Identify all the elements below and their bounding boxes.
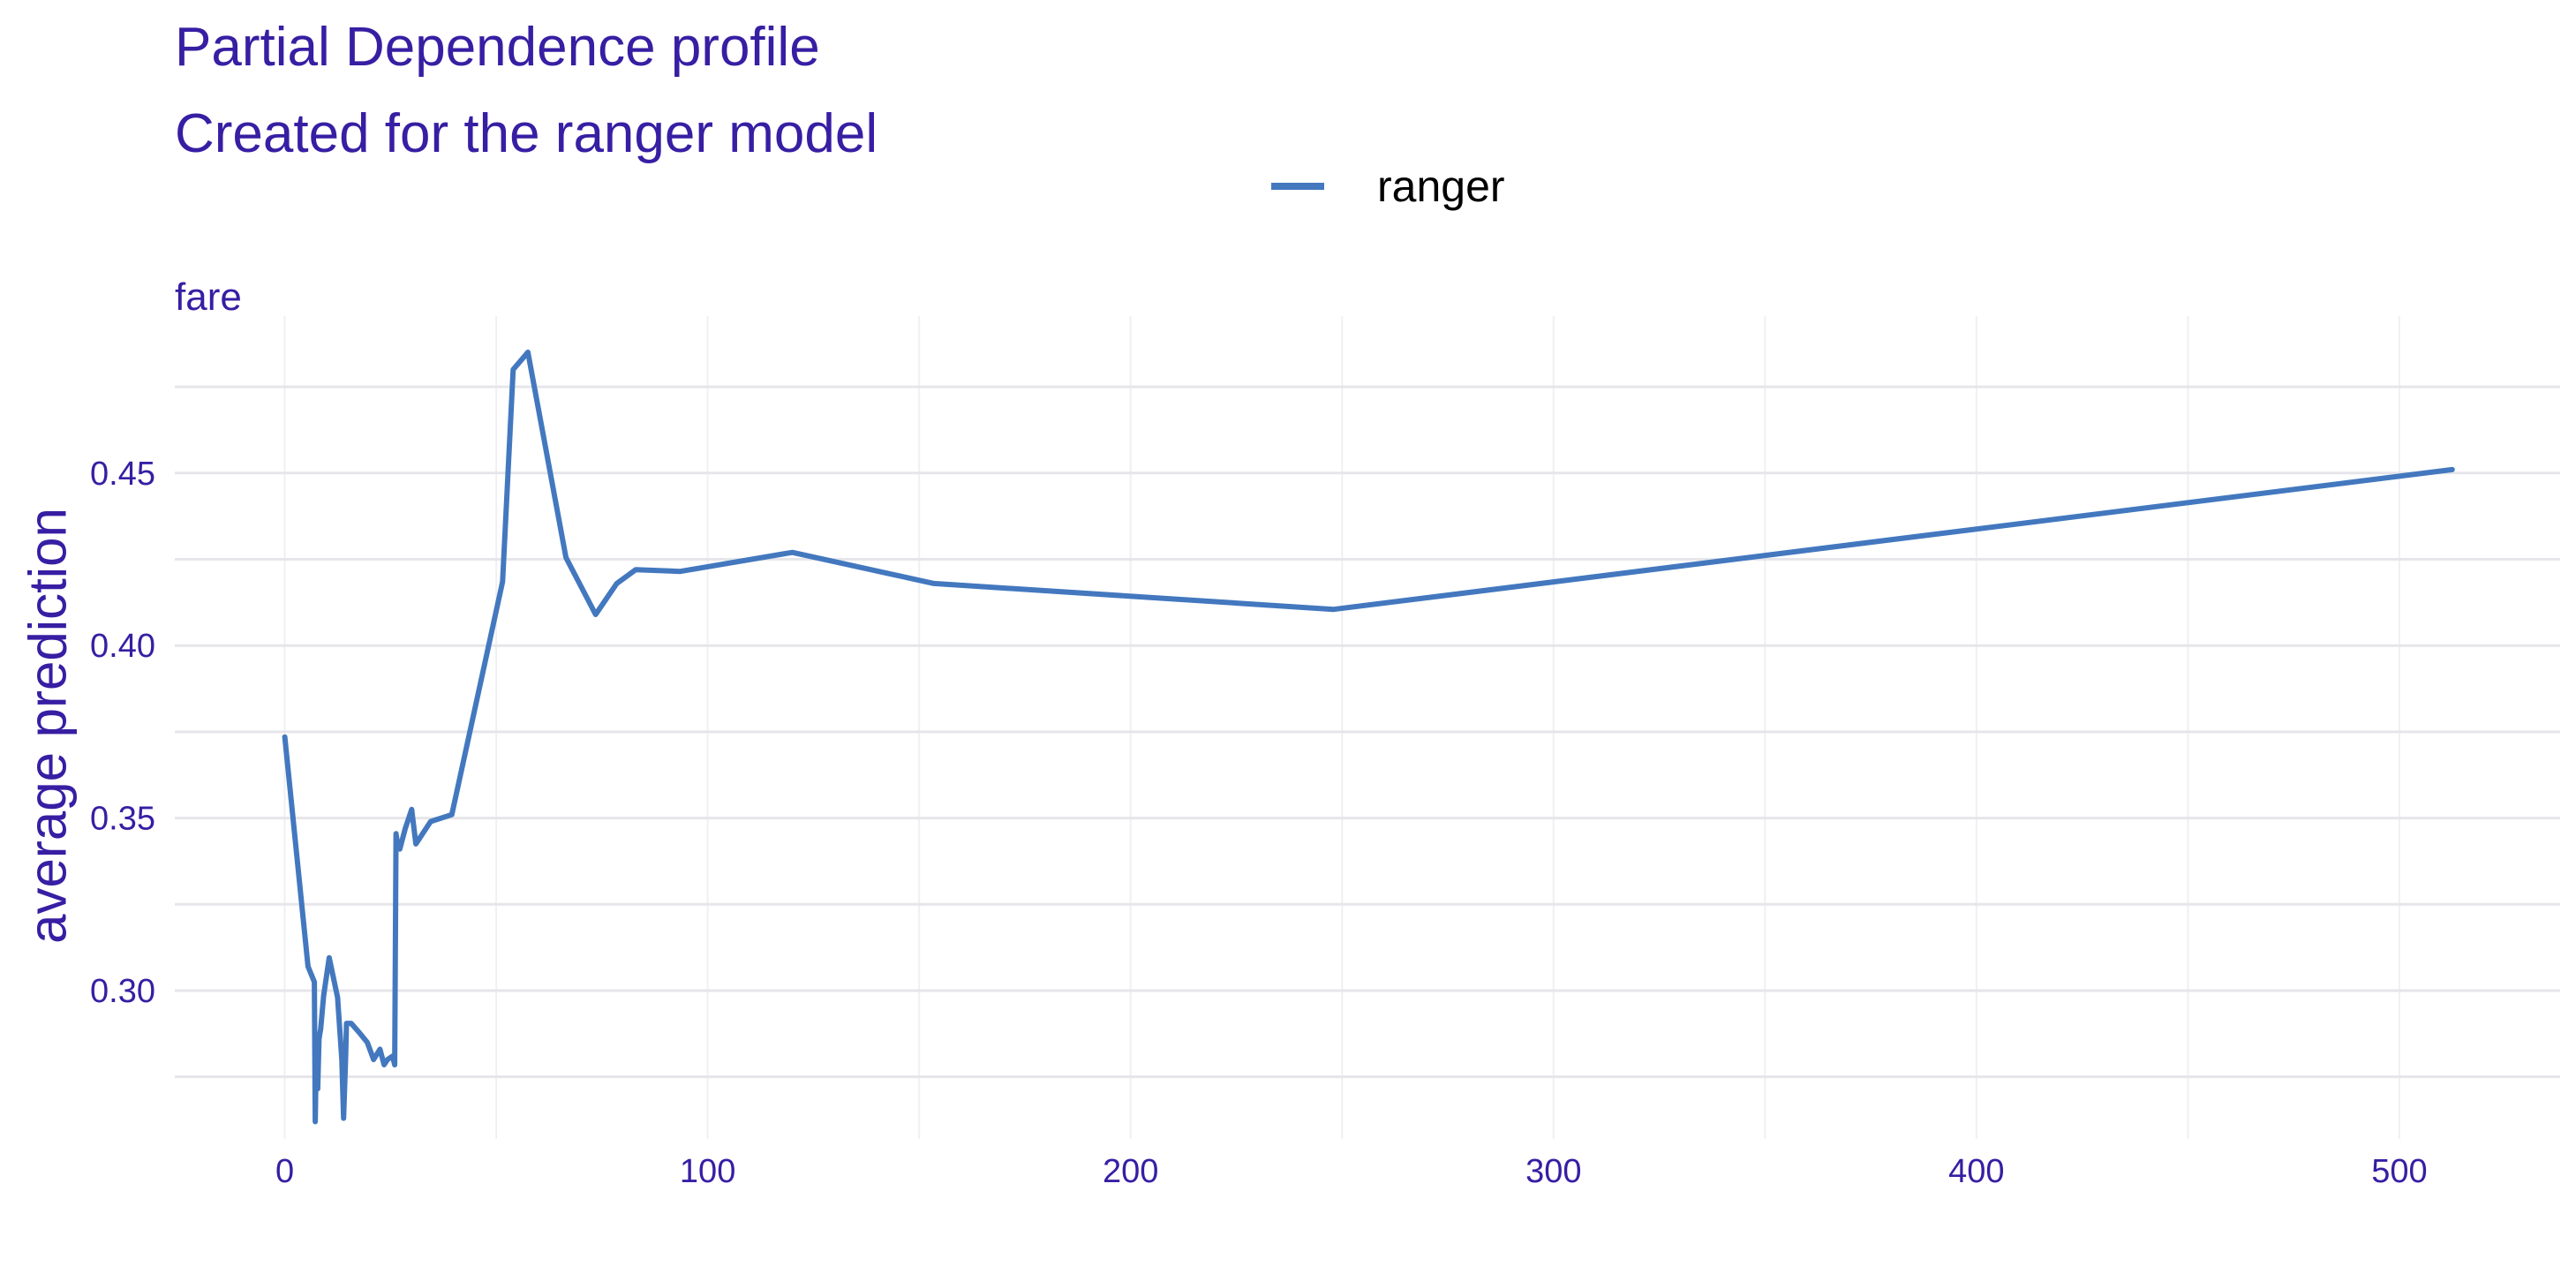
- legend-key-ranger: [1271, 183, 1324, 190]
- series-line-ranger: [282, 350, 2455, 1125]
- y-tick-label: 0.35: [90, 801, 155, 838]
- x-tick-label: 400: [1948, 1153, 2004, 1190]
- chart-subtitle: Created for the ranger model: [175, 103, 878, 164]
- x-tick-label: 100: [680, 1153, 735, 1190]
- x-axis-ticks: 0 100 200 300 400 500: [275, 1153, 2428, 1190]
- legend-label-ranger: ranger: [1377, 162, 1505, 211]
- y-tick-label: 0.45: [90, 456, 155, 493]
- y-tick-label: 0.30: [90, 973, 155, 1010]
- x-tick-label: 0: [275, 1153, 294, 1190]
- chart-title: Partial Dependence profile: [175, 17, 820, 78]
- x-tick-label: 500: [2371, 1153, 2427, 1190]
- x-tick-label: 200: [1103, 1153, 1158, 1190]
- x-tick-label: 300: [1525, 1153, 1581, 1190]
- minor-gridlines: [283, 316, 2400, 1139]
- series-layer: [282, 350, 2455, 1125]
- y-axis-ticks: 0.30 0.35 0.40 0.45: [90, 456, 155, 1010]
- y-tick-label: 0.40: [90, 628, 155, 665]
- major-gridlines: [175, 385, 2560, 1079]
- panel-label: fare: [175, 275, 242, 319]
- legend: ranger: [1271, 155, 1505, 217]
